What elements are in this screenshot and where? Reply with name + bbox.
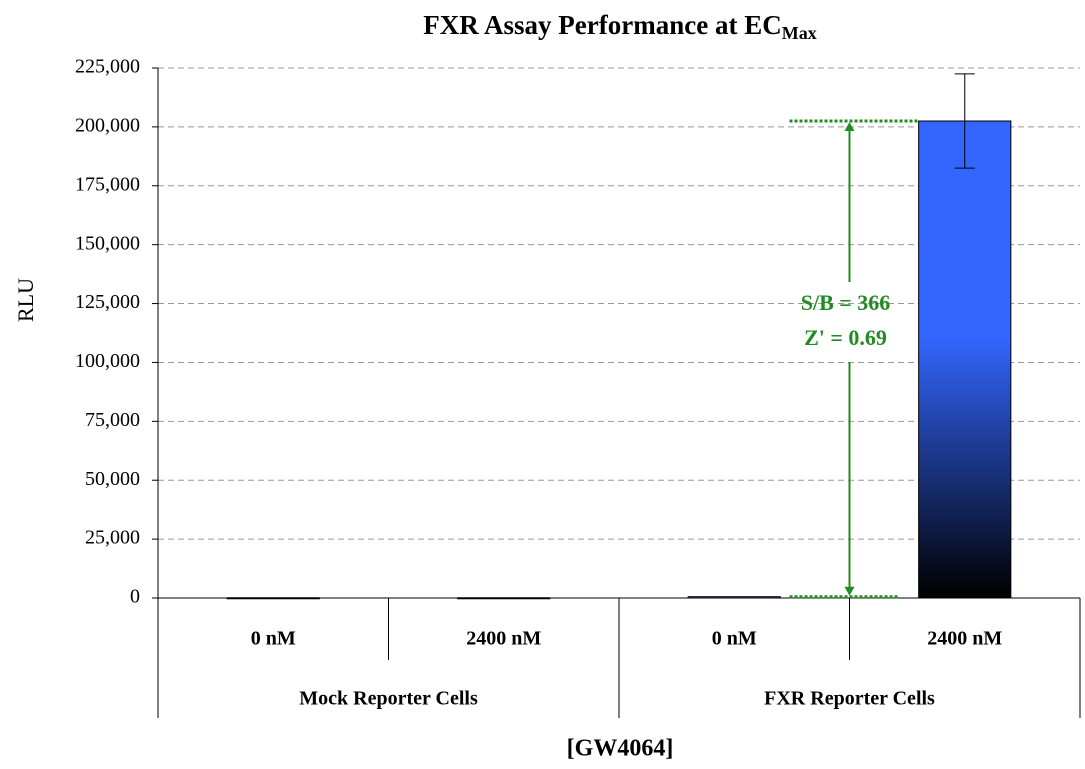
annotation: Z' = 0.69	[804, 325, 887, 350]
bar	[918, 120, 1012, 599]
y-tick-label: 75,000	[85, 409, 140, 431]
x-axis-title: [GW4064]	[567, 736, 674, 762]
y-axis-title: RLU	[13, 278, 38, 322]
x-tick-label: 0 nM	[712, 628, 757, 650]
x-tick-label: 0 nM	[251, 628, 296, 650]
y-tick-label: 100,000	[75, 350, 140, 372]
y-tick-label: 225,000	[75, 56, 140, 78]
y-tick-label: 125,000	[75, 291, 140, 313]
y-tick-label: 0	[130, 586, 140, 608]
arrow-head	[844, 122, 855, 131]
title-subscript: Max	[782, 23, 817, 43]
title-main: FXR Assay Performance at EC	[423, 10, 781, 40]
y-tick-label: 50,000	[85, 468, 140, 490]
y-tick-label: 150,000	[75, 232, 140, 254]
y-tick-label: 200,000	[75, 114, 140, 136]
annotation: S/B = 366	[801, 290, 891, 315]
chart-title: FXR Assay Performance at ECMax	[423, 10, 816, 43]
bar	[226, 597, 320, 600]
bar	[687, 596, 781, 599]
y-tick-label: 25,000	[85, 527, 140, 549]
group-label: FXR Reporter Cells	[764, 688, 935, 710]
y-tick-label: 175,000	[75, 173, 140, 195]
group-label: Mock Reporter Cells	[299, 688, 478, 710]
bar	[457, 597, 551, 600]
arrow-head	[844, 586, 855, 596]
x-tick-label: 2400 nM	[466, 628, 541, 650]
x-tick-label: 2400 nM	[927, 628, 1002, 650]
